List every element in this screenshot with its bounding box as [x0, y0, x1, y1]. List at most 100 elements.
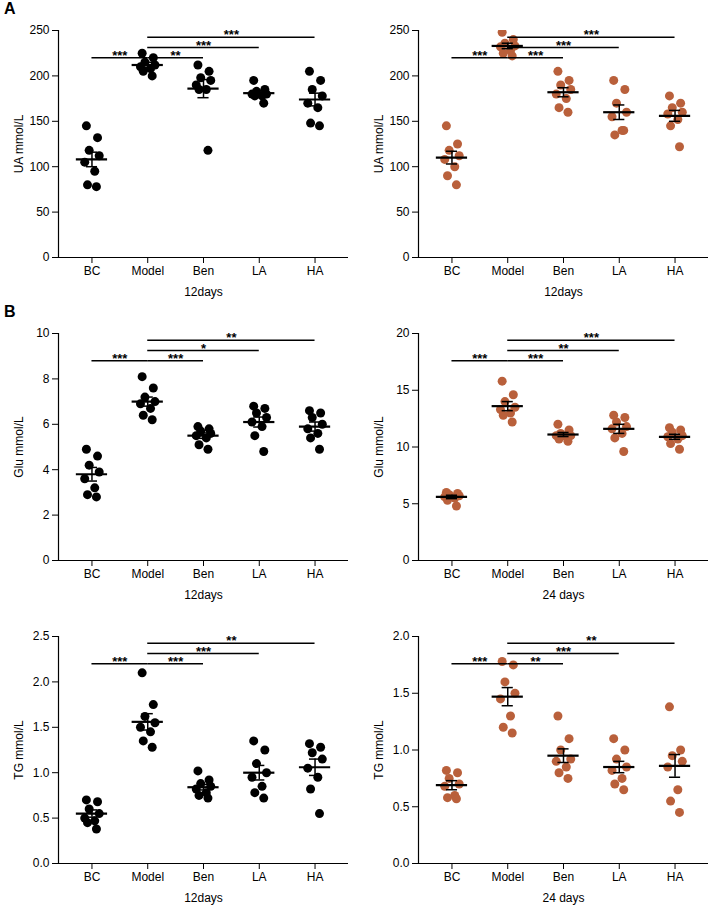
- svg-text:***: ***: [168, 351, 184, 366]
- svg-text:10: 10: [396, 440, 410, 454]
- svg-text:BC: BC: [84, 567, 101, 581]
- svg-text:1.0: 1.0: [33, 766, 50, 780]
- svg-text:Glu mmol/L: Glu mmol/L: [12, 416, 26, 478]
- svg-text:Ben: Ben: [553, 264, 574, 278]
- svg-text:***: ***: [584, 27, 600, 42]
- svg-text:2.5: 2.5: [33, 629, 50, 643]
- svg-text:0: 0: [403, 553, 410, 567]
- svg-text:HA: HA: [307, 264, 324, 278]
- svg-text:0: 0: [43, 553, 50, 567]
- svg-text:HA: HA: [667, 567, 684, 581]
- svg-text:LA: LA: [612, 870, 627, 884]
- svg-text:TG mmol/L: TG mmol/L: [372, 720, 386, 780]
- svg-text:Glu mmol/L: Glu mmol/L: [372, 416, 386, 478]
- svg-text:100: 100: [389, 160, 409, 174]
- svg-text:Model: Model: [491, 870, 524, 884]
- svg-text:***: ***: [472, 48, 488, 63]
- svg-text:100: 100: [29, 160, 49, 174]
- svg-text:Ben: Ben: [193, 567, 214, 581]
- svg-text:LA: LA: [252, 870, 267, 884]
- svg-text:12days: 12days: [184, 588, 223, 602]
- svg-text:12days: 12days: [184, 891, 223, 905]
- svg-text:Ben: Ben: [193, 264, 214, 278]
- svg-text:1.0: 1.0: [393, 743, 410, 757]
- svg-text:***: ***: [224, 27, 240, 42]
- svg-text:HA: HA: [307, 870, 324, 884]
- svg-text:2.0: 2.0: [33, 675, 50, 689]
- svg-text:5: 5: [403, 497, 410, 511]
- svg-text:2.0: 2.0: [393, 629, 410, 643]
- svg-text:BC: BC: [444, 567, 461, 581]
- svg-text:10: 10: [36, 326, 50, 340]
- svg-text:LA: LA: [612, 567, 627, 581]
- svg-text:12days: 12days: [184, 285, 223, 299]
- svg-text:BC: BC: [84, 264, 101, 278]
- svg-text:150: 150: [29, 114, 49, 128]
- svg-text:Ben: Ben: [553, 567, 574, 581]
- svg-text:***: ***: [168, 654, 184, 669]
- svg-text:HA: HA: [667, 264, 684, 278]
- svg-text:**: **: [226, 330, 237, 345]
- svg-text:8: 8: [43, 372, 50, 386]
- svg-text:Model: Model: [131, 567, 164, 581]
- svg-text:Ben: Ben: [553, 870, 574, 884]
- svg-text:***: ***: [112, 654, 128, 669]
- svg-text:**: **: [531, 654, 542, 669]
- svg-text:HA: HA: [667, 870, 684, 884]
- svg-text:HA: HA: [307, 567, 324, 581]
- svg-text:***: ***: [196, 644, 212, 659]
- svg-text:BC: BC: [444, 870, 461, 884]
- svg-text:***: ***: [556, 38, 572, 53]
- svg-text:15: 15: [396, 383, 410, 397]
- svg-text:UA mmol/L: UA mmol/L: [372, 114, 386, 173]
- svg-text:1.5: 1.5: [393, 686, 410, 700]
- svg-text:***: ***: [556, 644, 572, 659]
- svg-text:24 days: 24 days: [542, 891, 584, 905]
- svg-text:4: 4: [43, 463, 50, 477]
- svg-text:***: ***: [528, 351, 544, 366]
- svg-text:Model: Model: [491, 264, 524, 278]
- svg-text:***: ***: [472, 351, 488, 366]
- svg-text:50: 50: [36, 205, 50, 219]
- svg-text:***: ***: [112, 48, 128, 63]
- svg-text:24 days: 24 days: [542, 588, 584, 602]
- svg-text:Model: Model: [131, 264, 164, 278]
- svg-text:BC: BC: [84, 870, 101, 884]
- svg-text:**: **: [171, 48, 182, 63]
- svg-text:20: 20: [396, 326, 410, 340]
- svg-text:BC: BC: [444, 264, 461, 278]
- svg-text:200: 200: [389, 69, 409, 83]
- svg-text:TG mmol/L: TG mmol/L: [12, 720, 26, 780]
- svg-text:1.5: 1.5: [33, 720, 50, 734]
- svg-text:12days: 12days: [544, 285, 583, 299]
- svg-text:LA: LA: [612, 264, 627, 278]
- svg-text:**: **: [586, 633, 597, 648]
- svg-text:**: **: [226, 633, 237, 648]
- svg-text:UA mmol/L: UA mmol/L: [12, 114, 26, 173]
- svg-text:LA: LA: [252, 264, 267, 278]
- svg-text:6: 6: [43, 417, 50, 431]
- svg-text:*: *: [201, 341, 207, 356]
- svg-text:***: ***: [472, 654, 488, 669]
- svg-text:250: 250: [29, 23, 49, 37]
- svg-text:0.0: 0.0: [393, 856, 410, 870]
- svg-text:***: ***: [584, 330, 600, 345]
- svg-text:Model: Model: [131, 870, 164, 884]
- svg-text:***: ***: [528, 48, 544, 63]
- svg-text:0.5: 0.5: [393, 800, 410, 814]
- svg-text:50: 50: [396, 205, 410, 219]
- svg-text:0: 0: [403, 250, 410, 264]
- svg-text:0: 0: [43, 250, 50, 264]
- svg-text:**: **: [558, 341, 569, 356]
- svg-text:Ben: Ben: [193, 870, 214, 884]
- svg-text:150: 150: [389, 114, 409, 128]
- svg-text:200: 200: [29, 69, 49, 83]
- svg-text:LA: LA: [252, 567, 267, 581]
- svg-text:***: ***: [196, 38, 212, 53]
- svg-text:250: 250: [389, 23, 409, 37]
- svg-text:0.5: 0.5: [33, 811, 50, 825]
- svg-text:2: 2: [43, 508, 50, 522]
- svg-text:0.0: 0.0: [33, 856, 50, 870]
- svg-text:***: ***: [112, 351, 128, 366]
- svg-text:Model: Model: [491, 567, 524, 581]
